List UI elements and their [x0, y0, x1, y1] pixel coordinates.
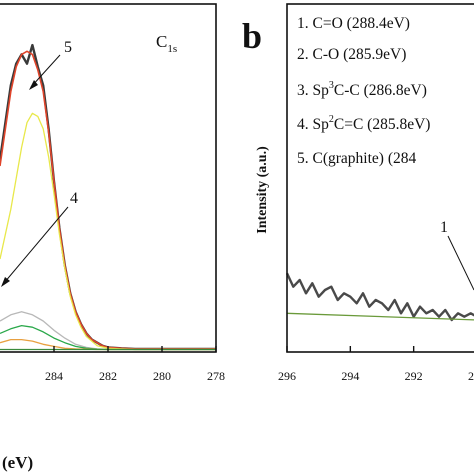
legend-entry-4: 4. Sp2C=C (285.8eV): [297, 114, 430, 133]
panel-a-x-tick-label: 278: [207, 369, 225, 383]
panel-b-series-baseline: [286, 312, 474, 321]
panel-a-annotation-4-arrowhead: [1, 277, 10, 287]
panel-a-series-raw: [0, 43, 216, 351]
panel-b-x-tick-label: 292: [405, 369, 423, 383]
panel-a-annotation-4-arrow: [3, 206, 69, 284]
panel-a-corner-label-subscript: 1s: [167, 43, 177, 55]
panel-a-series-envelope: [0, 50, 216, 350]
panel-b-x-tick-label: 294: [341, 369, 359, 383]
panel-a-corner-label: C1s: [156, 32, 177, 55]
panel-a-x-tick-label: 284: [45, 369, 63, 383]
panel-a-series-component-5: [0, 112, 216, 351]
panel-b-annotation-1: 1: [440, 219, 448, 236]
panel-a-annotation-5-arrow: [30, 54, 61, 88]
legend-entry-5: 5. C(graphite) (284: [297, 150, 416, 167]
panel-a-annotation-4: 4: [70, 190, 78, 207]
panel-b-frame: [286, 3, 474, 353]
legend-entry-4-superscript: 2: [329, 114, 334, 125]
panel-b-ticks: 296 294 292 290: [278, 346, 474, 383]
panel-a-series-layer: [0, 43, 216, 351]
panel-b-x-tick-label: 296: [278, 369, 296, 383]
panel-b-x-tick-label: 290: [468, 369, 474, 383]
panel-b: b 296 294 292 290 Intensity (a.u.) 1. C=O (…: [242, 3, 474, 383]
panel-a-annotation-5: 5: [64, 39, 72, 56]
panel-b-annotation-1-line: [447, 235, 474, 291]
panel-b-y-axis-label: Intensity (a.u.): [255, 146, 270, 234]
legend-entry-3: 3. Sp3C-C (286.8eV): [297, 80, 427, 99]
panel-a-ticks: 284 282 280 278: [45, 346, 225, 383]
panel-a-x-tick-label: 282: [99, 369, 117, 383]
panel-b-letter: b: [242, 16, 262, 56]
legend-entry-1: 1. C=O (288.4eV): [297, 15, 410, 32]
panel-a-annotation-5-arrowhead: [29, 80, 38, 90]
panel-a-x-tick-label: 280: [153, 369, 171, 383]
panel-b-series-raw: [285, 272, 474, 322]
panel-a-frame: [0, 3, 217, 353]
panel-a-series-component-3: [0, 324, 216, 351]
legend-entry-3-superscript: 3: [329, 80, 334, 91]
panel-b-series-layer: [285, 272, 474, 322]
panel-b-legend: 1. C=O (288.4eV) 2. C-O (285.9eV) 3. Sp3…: [297, 15, 430, 167]
panel-a-series-component-4: [0, 311, 216, 351]
panel-a: 284 282 280 278 C1s 5 4 (eV): [0, 3, 225, 472]
legend-entry-2: 2. C-O (285.9eV): [297, 46, 406, 63]
panel-a-x-axis-label: (eV): [2, 453, 33, 472]
